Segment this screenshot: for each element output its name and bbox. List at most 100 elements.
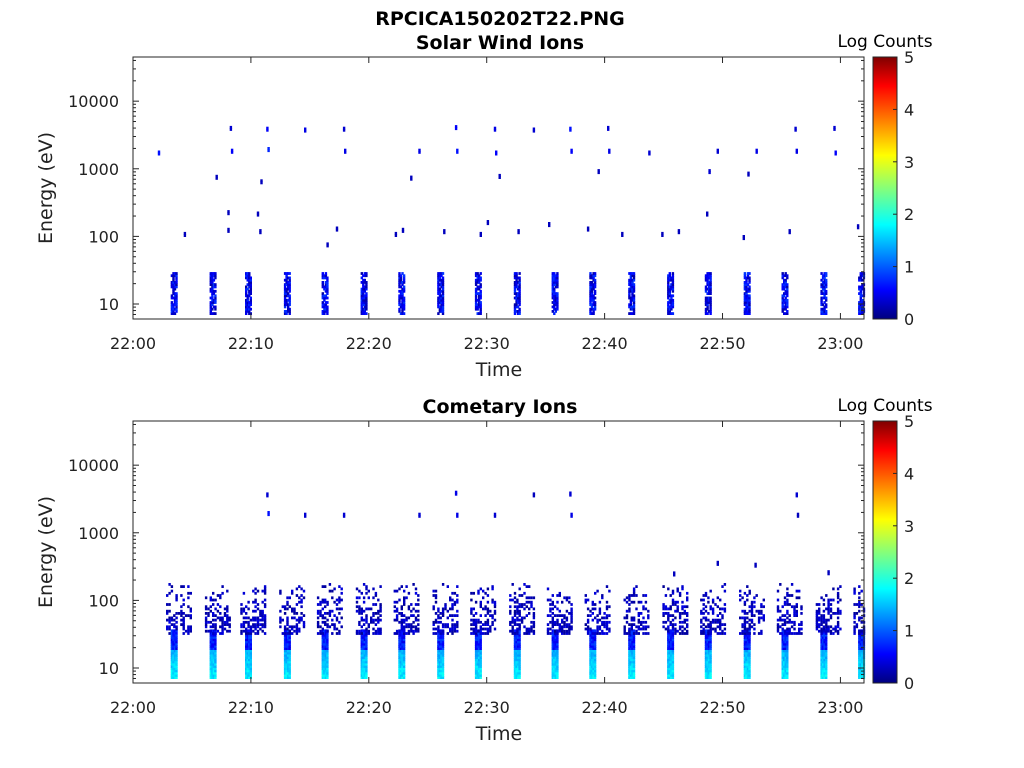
spectrogram-cell — [743, 627, 747, 631]
spectrogram-cell — [745, 658, 748, 662]
spectrogram-cell — [681, 607, 684, 611]
spectrogram-cell — [221, 616, 224, 620]
spectrogram-cell — [706, 298, 709, 302]
spectrogram-cell — [187, 614, 190, 617]
spectrogram-cell — [438, 305, 442, 309]
spectrogram-cell — [360, 636, 363, 639]
spectrogram-cell — [470, 609, 473, 613]
spectrogram-cell — [172, 645, 175, 648]
spectrogram-cell — [246, 278, 249, 282]
spectrogram-cell — [401, 658, 404, 662]
spectrogram-cell — [399, 651, 403, 655]
spectrogram-cell — [335, 632, 339, 635]
spectrogram-cell — [316, 620, 320, 624]
spectrogram-cell — [861, 278, 864, 282]
spectrogram-cell — [316, 632, 320, 635]
spectrogram-cell — [246, 298, 249, 302]
spectrogram-cell — [670, 305, 673, 309]
spectrogram-cell — [783, 618, 787, 622]
spectrogram-cell — [667, 640, 670, 644]
spectrogram-cell — [707, 662, 711, 666]
spectrogram-cell — [671, 301, 675, 304]
spectrogram-cell — [175, 676, 178, 679]
spectrogram-cell — [743, 629, 747, 633]
spectrogram-cell — [786, 633, 789, 637]
spectrogram-cell — [248, 292, 251, 295]
spectrogram-cell — [401, 645, 404, 648]
spectrogram-cell — [706, 658, 709, 662]
spectrogram-cell — [625, 609, 629, 613]
colorbar — [872, 420, 898, 684]
spectrogram-cell — [858, 660, 861, 664]
spectrogram-cell — [860, 616, 863, 620]
spectrogram-cell — [858, 312, 861, 315]
spectrogram-cell — [175, 274, 178, 278]
spectrogram-cell — [172, 674, 175, 677]
spectrogram-cell — [256, 620, 260, 624]
spectrogram-cell — [478, 633, 481, 637]
spectrogram-cell — [669, 620, 672, 624]
spectrogram-cell — [820, 647, 823, 650]
spectrogram-cell — [182, 632, 185, 635]
spectrogram-cell — [829, 603, 833, 606]
spectrogram-cell — [859, 287, 862, 291]
spectrogram-cell — [554, 276, 557, 280]
spectrogram-cell — [704, 669, 708, 673]
spectrogram-cell — [283, 278, 287, 282]
spectrogram-cell — [745, 294, 748, 298]
spectrogram-cell — [400, 623, 403, 626]
x-tick-label: 22:40 — [582, 334, 628, 353]
spectrogram-cell — [326, 603, 329, 606]
spectrogram-cell — [248, 653, 251, 657]
spectrogram-cell — [401, 667, 404, 671]
spectrogram-cell — [441, 665, 445, 668]
spectrogram-cell — [245, 667, 248, 671]
spectrogram-cell — [478, 667, 481, 671]
spectrogram-cell — [631, 674, 634, 677]
spectrogram-cell — [662, 612, 665, 615]
spectrogram-cell — [212, 285, 216, 289]
spectrogram-cell — [632, 285, 636, 289]
spectrogram-cell — [707, 660, 711, 664]
spectrogram-cell — [263, 591, 267, 595]
spectrogram-cell — [551, 287, 554, 291]
spectrogram-cell — [516, 312, 520, 315]
spectrogram-cell — [363, 665, 366, 668]
spectrogram-cell — [593, 660, 597, 664]
spectrogram-cell — [168, 625, 171, 629]
spectrogram-cell — [175, 283, 178, 286]
spectrogram-cell — [827, 625, 830, 629]
spectrogram-cell — [401, 642, 404, 646]
spectrogram-cell — [783, 658, 786, 662]
spectrogram-cell — [212, 612, 215, 615]
spectrogram-cell — [748, 609, 751, 613]
spectrogram-cell — [417, 623, 420, 626]
spectrogram-cell — [781, 627, 784, 631]
spectrogram-cell — [821, 660, 825, 664]
spectrogram-cell — [326, 651, 329, 655]
spectrogram-cell — [590, 656, 594, 659]
spectrogram-cell — [518, 625, 521, 629]
spectrogram-cell — [700, 609, 703, 613]
spectrogram-cell — [209, 656, 212, 659]
spectrogram-cell — [745, 669, 748, 673]
spectrogram-cell — [479, 632, 482, 635]
spectrogram-cell — [418, 512, 421, 516]
spectrogram-cell — [283, 625, 287, 629]
spectrogram-cell — [516, 636, 520, 639]
spectrogram-cell — [783, 674, 786, 677]
spectrogram-cell — [245, 658, 248, 662]
spectrogram-cell — [825, 594, 828, 597]
spectrogram-cell — [170, 616, 174, 620]
spectrogram-cell — [249, 296, 252, 300]
spectrogram-cell — [513, 272, 517, 275]
spectrogram-cell — [608, 629, 611, 633]
spectrogram-cell — [288, 649, 291, 653]
spectrogram-cell — [644, 600, 648, 604]
spectrogram-cell — [721, 632, 724, 635]
spectrogram-cell — [288, 656, 291, 659]
spectrogram-cell — [556, 278, 559, 282]
spectrogram-cell — [825, 649, 828, 653]
spectrogram-cell — [246, 310, 249, 313]
spectrogram-cell — [326, 629, 329, 633]
